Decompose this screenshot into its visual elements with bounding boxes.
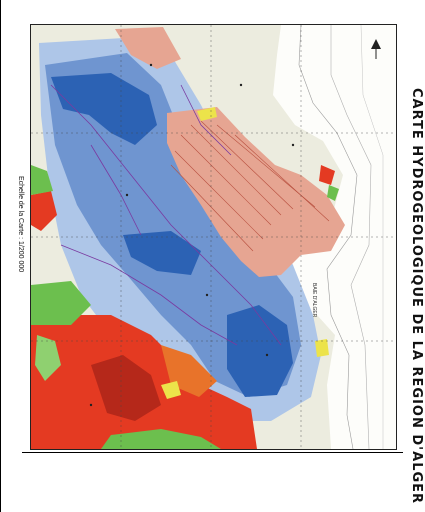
yellow-zone[interactable]	[197, 107, 217, 121]
red-zone-west[interactable]	[31, 191, 57, 231]
drainage-lines	[50, 84, 282, 346]
pink-zone-north[interactable]	[115, 27, 181, 69]
map-title: CARTE HYDROGEOLOGIQUE DE LA REGION D'ALG…	[409, 88, 424, 505]
green-zone[interactable]	[31, 281, 91, 325]
depth-contour	[298, 25, 358, 449]
sahel-massif-zone[interactable]	[167, 107, 345, 277]
north-arrow-icon	[371, 39, 381, 59]
green-spot[interactable]	[327, 185, 339, 201]
red-spot[interactable]	[319, 165, 335, 185]
hydrogeological-map[interactable]: BAIE D'ALGER	[31, 25, 396, 449]
bay-label: BAIE D'ALGER	[311, 283, 317, 318]
green-zone[interactable]	[35, 335, 61, 381]
depth-contour	[360, 25, 384, 449]
dark-red-zone	[91, 355, 161, 421]
yellow-zone[interactable]	[161, 381, 181, 399]
page-divider	[22, 452, 403, 453]
depth-contour	[330, 25, 372, 449]
aquifer-zone-mid[interactable]	[45, 53, 301, 397]
map-scale-label: Echelle de la Carte : 1/200 000	[17, 176, 24, 273]
yellow-zone[interactable]	[315, 339, 329, 357]
graticule	[31, 25, 396, 449]
green-zone[interactable]	[31, 165, 53, 195]
map-frame[interactable]: BAIE D'ALGER	[30, 24, 397, 450]
green-zone[interactable]	[101, 429, 221, 449]
hatch-pattern	[170, 120, 330, 252]
page-left-border	[0, 0, 1, 512]
aquifer-zone-deep[interactable]	[227, 305, 293, 397]
aquifer-zone-deep[interactable]	[51, 73, 157, 145]
aquifer-zone-deep[interactable]	[123, 231, 201, 275]
place-markers	[89, 63, 295, 407]
